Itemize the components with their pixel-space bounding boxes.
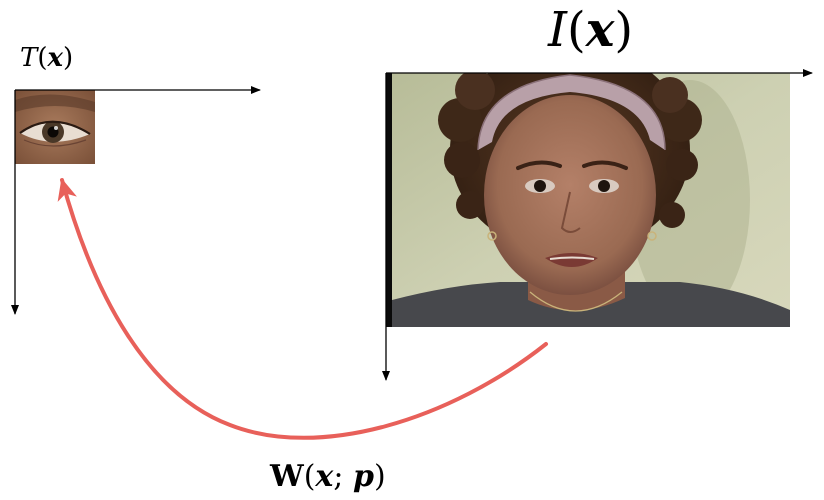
eye-patch-image [15, 90, 95, 164]
warp-label: W(x; p) [269, 459, 386, 494]
image-label: I(x) [547, 2, 633, 58]
template-frame [11, 86, 261, 315]
face-image [392, 73, 790, 327]
warp-arrow [57, 178, 548, 440]
template-label: T(x) [20, 43, 73, 73]
image-frame [382, 69, 813, 381]
